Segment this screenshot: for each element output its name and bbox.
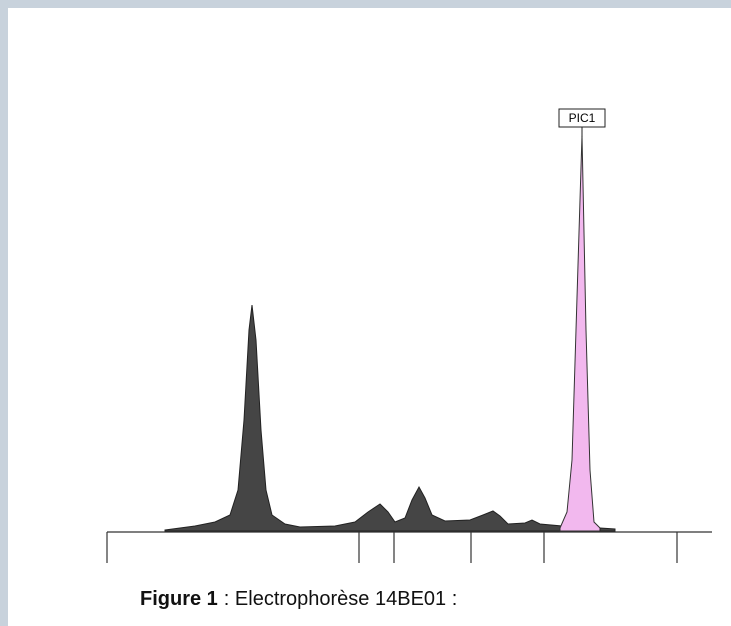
caption-text: : Electrophorèse 14BE01 : bbox=[223, 588, 458, 610]
figure-panel: PIC1 bbox=[8, 8, 731, 626]
ticks bbox=[106, 532, 678, 563]
figure-label: Figure 1 bbox=[140, 588, 218, 610]
peak-label: PIC1 bbox=[569, 111, 596, 125]
electrophoresis-plot: PIC1 bbox=[106, 108, 712, 563]
profile-tail bbox=[599, 527, 616, 532]
profile-area bbox=[164, 304, 563, 532]
peak-label-box bbox=[558, 108, 606, 128]
figure-caption: Figure 1: Electrophorèse 14BE01 : bbox=[140, 588, 457, 611]
peak-area bbox=[559, 134, 601, 532]
